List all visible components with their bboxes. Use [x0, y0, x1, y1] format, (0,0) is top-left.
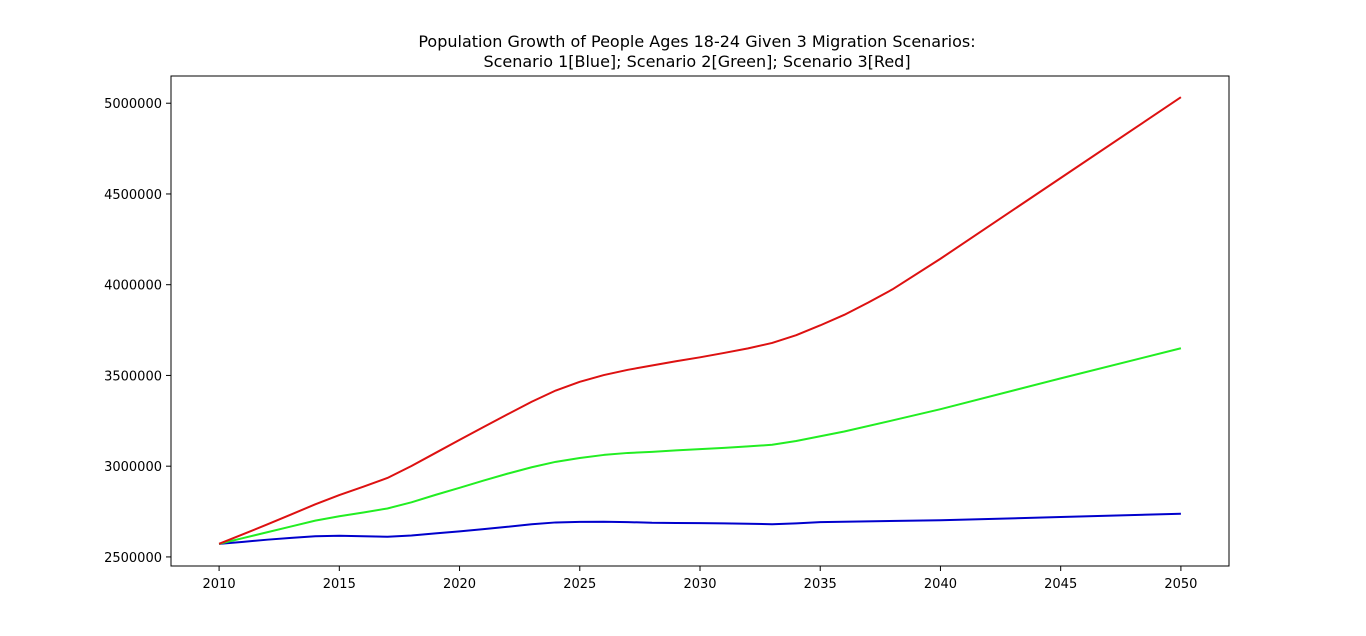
y-tick-label: 2500000: [104, 551, 162, 566]
x-tick-label: 2030: [683, 577, 716, 592]
x-axis: 2010 2015 2020 2025 2030 2035 2040 2045 2050: [203, 566, 1197, 592]
y-tick-label: 3000000: [104, 460, 162, 475]
y-tick-label: 3500000: [104, 369, 162, 384]
y-tick-label: 4000000: [104, 279, 162, 294]
x-tick-label: 2035: [804, 577, 837, 592]
series-line-scenario-3: [218, 96, 1182, 545]
x-tick-label: 2015: [323, 577, 356, 592]
x-tick-label: 2040: [924, 577, 957, 592]
series-layer: [218, 96, 1182, 545]
x-tick-label: 2010: [203, 577, 236, 592]
x-tick-label: 2020: [443, 577, 476, 592]
y-tick-label: 4500000: [104, 188, 162, 203]
chart-title-line-2: Scenario 1[Blue]; Scenario 2[Green]; Sce…: [483, 52, 910, 71]
plot-area: [170, 75, 1230, 567]
x-tick-label: 2050: [1164, 577, 1197, 592]
y-tick-label: 5000000: [104, 97, 162, 112]
chart-title-line-1: Population Growth of People Ages 18-24 G…: [418, 32, 975, 51]
x-tick-label: 2045: [1044, 577, 1077, 592]
series-line-scenario-1: [219, 512, 1181, 545]
x-tick-label: 2025: [563, 577, 596, 592]
series-line-scenario-2: [218, 347, 1182, 545]
y-axis: 2500000 3000000 3500000 4000000 4500000 50000…: [104, 97, 171, 566]
